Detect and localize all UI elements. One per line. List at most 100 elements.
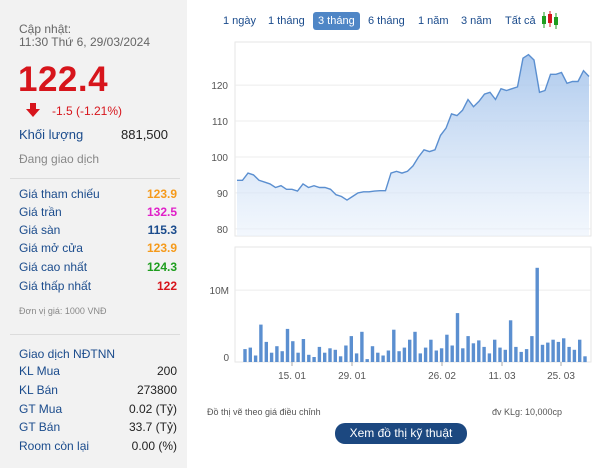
tab-1-month[interactable]: 1 tháng: [268, 15, 305, 27]
candlestick-icon[interactable]: [541, 10, 559, 30]
volume-bar: [264, 341, 268, 362]
volume-bar: [477, 340, 481, 362]
volume-bar: [578, 339, 582, 362]
volume-bar: [280, 351, 284, 362]
price-label: Giá tham chiếu: [19, 187, 100, 201]
volume-bar: [243, 349, 247, 362]
price-label: Giá cao nhất: [19, 260, 88, 274]
volume-label: Khối lượng: [19, 127, 84, 142]
price-row-ceiling: Giá trần 132.5: [19, 205, 177, 221]
volume-value: 881,500: [121, 127, 168, 142]
price-label: Giá sàn: [19, 223, 61, 237]
volume-bar: [540, 344, 545, 363]
price-label: Giá trần: [19, 205, 62, 219]
price-row-low: Giá thấp nhất 122: [19, 279, 177, 295]
foreign-label: GT Mua: [19, 402, 63, 416]
updated-time: 11:30 Thứ 6, 29/03/2024: [19, 35, 151, 49]
volume-bar: [408, 339, 412, 362]
price-tick-label: 110: [212, 117, 228, 128]
volume-bar: [519, 351, 523, 362]
volume-bar: [572, 349, 577, 362]
tab-1-day[interactable]: 1 ngày: [223, 15, 257, 27]
volume-bar: [360, 331, 364, 362]
down-arrow-icon: [26, 103, 40, 117]
foreign-value: 200: [156, 364, 177, 378]
foreign-label: GT Bán: [19, 420, 61, 434]
volume-bar: [493, 339, 497, 362]
x-tick-label: 25. 03: [547, 371, 575, 382]
volume-bar: [370, 346, 375, 362]
volume-bar: [338, 356, 343, 363]
adjusted-price-note: Đồ thị vẽ theo giá điều chỉnh: [207, 407, 321, 417]
foreign-value: 273800: [136, 383, 177, 397]
volume-bar: [514, 346, 518, 362]
volume-bar: [259, 324, 263, 362]
price-row-reference: Giá tham chiếu 123.9: [19, 187, 177, 203]
foreign-value: 0.02 (Tỷ): [128, 402, 177, 416]
price-value: 122: [156, 279, 177, 293]
price-unit-note: Đơn vị giá: 1000 VNĐ: [19, 306, 107, 316]
price-value: 123.9: [146, 187, 177, 201]
volume-bar: [556, 341, 561, 362]
foreign-value: 33.7 (Tỷ): [128, 420, 177, 434]
tab-3-months[interactable]: 3 tháng: [313, 12, 360, 30]
x-tick-label: 11. 03: [488, 371, 515, 382]
volume-bar: [535, 267, 539, 362]
volume-bar: [269, 352, 274, 362]
price-value: 123.9: [146, 241, 177, 255]
price-change: -1.5 (-1.21%): [52, 104, 123, 118]
current-price: 122.4: [18, 60, 109, 99]
price-row-floor: Giá sàn 115.3: [19, 223, 177, 239]
volume-bar: [397, 351, 401, 362]
updated-label: Cập nhật:: [19, 22, 72, 36]
price-tick-label: 80: [217, 225, 229, 236]
foreign-value: 0.00 (%): [131, 439, 177, 453]
price-label: Giá mở cửa: [19, 241, 83, 255]
volume-bar: [418, 353, 422, 362]
volume-bar: [365, 359, 369, 362]
price-row-high: Giá cao nhất 124.3: [19, 260, 177, 276]
tab-1-year[interactable]: 1 năm: [418, 15, 449, 27]
volume-bar: [381, 355, 385, 362]
volume-bar: [562, 338, 566, 362]
volume-bar: [291, 341, 295, 362]
price-row-open: Giá mở cửa 123.9: [19, 241, 177, 257]
price-area-fill: [237, 54, 589, 236]
volume-bar: [392, 329, 396, 362]
trading-status: Đang giao dịch: [19, 152, 100, 166]
volume-bar: [551, 339, 555, 362]
info-panel: Cập nhật: 11:30 Thứ 6, 29/03/2024 122.4 …: [0, 0, 187, 468]
volume-bar: [248, 347, 252, 362]
volume-bar: [312, 357, 316, 362]
volume-bar: [439, 348, 444, 362]
volume-bar: [429, 339, 433, 362]
volume-bar: [471, 343, 476, 362]
price-tick-label: 100: [211, 153, 228, 164]
volume-tick-label: 10M: [210, 286, 229, 297]
x-tick-label: 26. 02: [428, 371, 456, 382]
volume-bar: [307, 354, 311, 362]
divider: [10, 178, 180, 179]
technical-chart-button[interactable]: Xem đồ thị kỹ thuật: [335, 423, 467, 444]
volume-bar: [413, 331, 417, 362]
volume-bar: [546, 342, 550, 362]
volume-bar: [333, 349, 337, 362]
tab-3-years[interactable]: 3 năm: [461, 15, 492, 27]
volume-bar: [328, 348, 332, 362]
tab-6-months[interactable]: 6 tháng: [368, 15, 405, 27]
foreign-label: Room còn lại: [19, 439, 90, 453]
price-volume-chart: 120 110 100 90 80 10M 0 15. 01 29. 01 26. 02 11.…: [210, 41, 592, 382]
price-label: Giá thấp nhất: [19, 279, 92, 293]
price-value: 115.3: [147, 223, 177, 237]
volume-bar: [445, 334, 449, 362]
price-line: [237, 53, 590, 201]
volume-bar: [503, 349, 507, 362]
price-tick-label: 90: [217, 189, 229, 200]
volume-bar: [530, 336, 534, 362]
volume-bar: [354, 353, 359, 362]
tab-all[interactable]: Tất cả: [505, 15, 536, 27]
x-tick-label: 29. 01: [338, 371, 366, 382]
volume-bar: [285, 328, 290, 362]
price-value: 124.3: [146, 260, 177, 274]
